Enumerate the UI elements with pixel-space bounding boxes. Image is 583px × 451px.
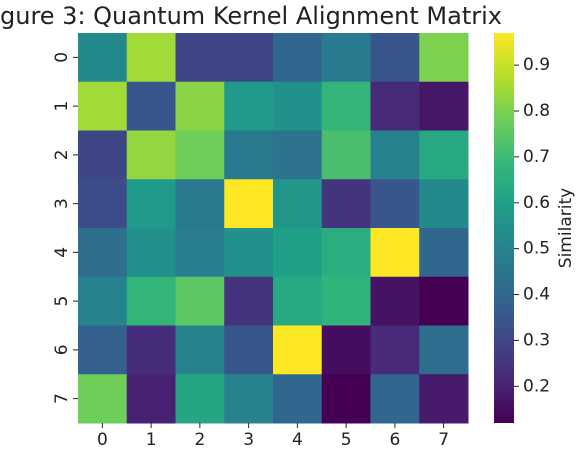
heatmap-cell — [419, 228, 469, 278]
heatmap-cell — [419, 179, 469, 229]
heatmap-cell — [78, 81, 128, 131]
heatmap-cell — [224, 276, 274, 326]
x-tick-label: 6 — [389, 430, 400, 450]
heatmap-cell — [370, 81, 420, 131]
y-tick-label: 3 — [52, 198, 72, 209]
heatmap-cell — [419, 130, 469, 180]
y-tick-label: 0 — [52, 52, 72, 63]
heatmap-cell — [370, 374, 420, 424]
colorbar-tick-label: 0.7 — [523, 147, 550, 167]
heatmap-cell — [78, 179, 128, 229]
heatmap-cell — [273, 81, 323, 131]
heatmap-cell — [419, 33, 469, 83]
heatmap-cell — [370, 276, 420, 326]
colorbar-tick-label: 0.8 — [523, 101, 550, 121]
x-tick-label: 3 — [243, 430, 254, 450]
heatmap-cell — [126, 179, 176, 229]
colorbar-label: Similarity — [556, 188, 576, 268]
heatmap-cell — [78, 374, 128, 424]
heatmap-cell — [321, 81, 371, 131]
heatmap-cell — [321, 33, 371, 83]
heatmap-cell — [273, 179, 323, 229]
heatmap-cell — [321, 374, 371, 424]
heatmap-cell — [78, 228, 128, 278]
y-tick-label: 4 — [52, 247, 72, 258]
x-tick-label: 2 — [194, 430, 205, 450]
chart-title: gure 3: Quantum Kernel Alignment Matrix — [0, 2, 502, 30]
heatmap-cell — [419, 325, 469, 375]
y-tick-label: 6 — [52, 344, 72, 355]
heatmap-cell — [273, 33, 323, 83]
colorbar-tick-label: 0.4 — [523, 285, 550, 305]
x-tick-label: 1 — [146, 430, 157, 450]
heatmap-cell — [175, 325, 225, 375]
heatmap-cell — [224, 325, 274, 375]
heatmap-cell — [370, 228, 420, 278]
heatmap-cell — [273, 228, 323, 278]
x-tick-label: 7 — [438, 430, 449, 450]
heatmap-cell — [273, 325, 323, 375]
heatmap-cell — [224, 33, 274, 83]
y-tick-label: 1 — [52, 101, 72, 112]
heatmap-cell — [370, 33, 420, 83]
heatmap-cell — [126, 81, 176, 131]
heatmap-cell — [78, 325, 128, 375]
colorbar-tick-label: 0.3 — [523, 330, 550, 350]
heatmap-cell — [175, 228, 225, 278]
heatmap-cell — [175, 81, 225, 131]
heatmap-cell — [78, 276, 128, 326]
heatmap-cell — [175, 179, 225, 229]
y-tick-label: 7 — [52, 393, 72, 404]
heatmap-cell — [321, 228, 371, 278]
colorbar-tick-label: 0.5 — [523, 239, 550, 259]
x-tick-label: 0 — [97, 430, 108, 450]
heatmap-cell — [321, 325, 371, 375]
heatmap-cell — [175, 374, 225, 424]
heatmap-cell — [370, 130, 420, 180]
heatmap-cell — [273, 130, 323, 180]
heatmap-cell — [419, 276, 469, 326]
heatmap-cell — [126, 325, 176, 375]
heatmap-cell — [224, 374, 274, 424]
heatmap-cell — [370, 179, 420, 229]
colorbar — [494, 33, 514, 423]
heatmap-cell — [321, 179, 371, 229]
x-tick-label: 5 — [341, 430, 352, 450]
heatmap-cell — [224, 228, 274, 278]
heatmap-cell — [126, 374, 176, 424]
heatmap-cell — [175, 130, 225, 180]
heatmap-cell — [126, 130, 176, 180]
y-tick-label: 5 — [52, 296, 72, 307]
heatmap-cell — [273, 276, 323, 326]
heatmap-cell — [419, 81, 469, 131]
heatmap-cell — [78, 33, 128, 83]
heatmap-cell — [224, 81, 274, 131]
heatmap-cell — [419, 374, 469, 424]
x-tick-label: 4 — [292, 430, 303, 450]
heatmap-cell — [175, 276, 225, 326]
heatmap-cell — [126, 228, 176, 278]
heatmap-cell — [224, 179, 274, 229]
heatmap-cell — [321, 130, 371, 180]
heatmap-cell — [321, 276, 371, 326]
colorbar-tick-label: 0.2 — [523, 376, 550, 396]
heatmap-cell — [126, 33, 176, 83]
heatmap-cell — [78, 130, 128, 180]
colorbar-tick-label: 0.6 — [523, 193, 550, 213]
y-tick-label: 2 — [52, 149, 72, 160]
heatmap-cell — [175, 33, 225, 83]
heatmap-cell — [224, 130, 274, 180]
colorbar-tick-label: 0.9 — [523, 55, 550, 75]
heatmap-cell — [370, 325, 420, 375]
heatmap-cell — [273, 374, 323, 424]
heatmap-cell — [126, 276, 176, 326]
